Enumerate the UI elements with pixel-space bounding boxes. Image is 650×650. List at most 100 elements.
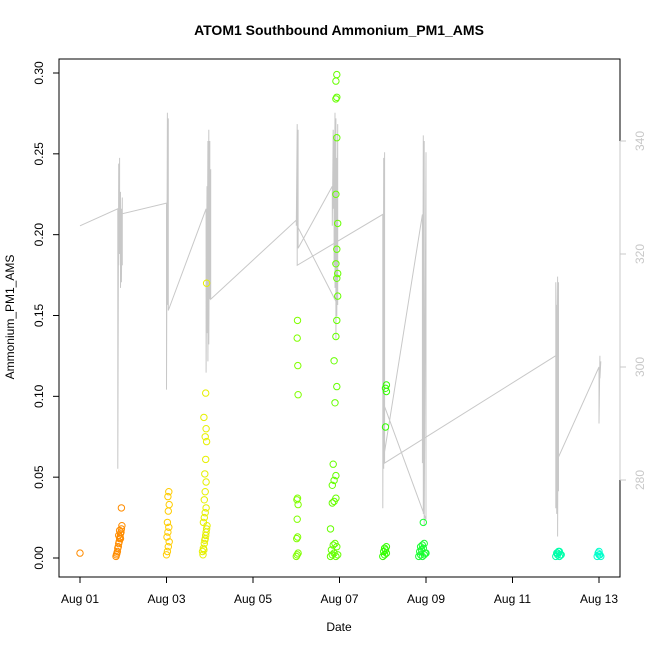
data-point (332, 332, 340, 341)
x-axis-label: Date (326, 620, 352, 634)
data-point (117, 525, 126, 533)
data-point (416, 551, 425, 559)
data-point (294, 549, 302, 557)
data-point (327, 546, 336, 554)
data-point (328, 499, 336, 507)
y-tick-label: 0.10 (32, 384, 46, 408)
data-point (202, 478, 210, 486)
data-point (333, 382, 341, 391)
data-point (113, 547, 122, 556)
data-point (293, 316, 302, 325)
data-point (163, 518, 172, 527)
data-point (419, 518, 427, 527)
data-point (418, 541, 427, 549)
data-point (293, 515, 301, 523)
data-point (202, 279, 211, 287)
data-point (415, 552, 423, 561)
gray-series-line (79, 112, 602, 537)
x-tick-label: Aug 01 (61, 592, 99, 606)
data-point (201, 470, 209, 478)
data-point (333, 274, 341, 282)
data-point (332, 95, 340, 103)
data-point (381, 546, 390, 554)
data-point (165, 523, 173, 531)
point-layer (76, 70, 605, 561)
data-point (381, 423, 390, 431)
data-point (555, 547, 564, 556)
y-axis-right: 280 300 320 340 (619, 131, 647, 490)
x-tick-label: Aug 05 (234, 592, 272, 606)
data-point (202, 389, 210, 397)
data-point (382, 543, 391, 551)
y-tick-label: 0.25 (32, 142, 46, 166)
y-axis-left: 0.00 0.05 0.10 0.15 0.20 0.25 0.30 (32, 61, 60, 570)
data-point (114, 543, 123, 551)
data-point (164, 543, 173, 551)
data-point (328, 551, 336, 559)
data-point (163, 547, 172, 556)
data-point (293, 533, 302, 541)
y2-tick-label: 300 (633, 357, 647, 377)
data-point (117, 504, 126, 512)
data-point (165, 500, 173, 509)
data-point (332, 494, 340, 502)
data-point (165, 538, 173, 546)
data-point (334, 219, 342, 228)
data-point (163, 533, 171, 541)
data-point (330, 357, 338, 365)
data-point (200, 413, 208, 422)
data-point (421, 549, 429, 557)
data-point (294, 391, 302, 399)
data-point (112, 551, 121, 559)
data-point (420, 539, 428, 548)
data-point (595, 547, 603, 556)
data-point (333, 134, 341, 142)
data-point (332, 260, 340, 268)
data-point (334, 551, 342, 559)
data-point (162, 551, 171, 559)
y-tick-label: 0.20 (32, 223, 46, 247)
data-point (201, 488, 209, 496)
data-point (202, 437, 211, 446)
data-point (329, 541, 337, 549)
x-tick-label: Aug 13 (580, 592, 618, 606)
data-point (333, 316, 341, 325)
data-point (331, 399, 339, 407)
data-point (333, 93, 341, 102)
data-point (294, 361, 302, 370)
data-point (382, 381, 391, 389)
data-point (333, 543, 341, 551)
x-tick-label: Aug 09 (407, 592, 445, 606)
data-point (201, 509, 209, 517)
x-tick-label: Aug 11 (494, 592, 531, 606)
data-point (334, 269, 342, 278)
y-tick-label: 0.15 (32, 303, 46, 327)
data-point (202, 525, 211, 533)
data-point (76, 549, 84, 557)
data-point (201, 433, 209, 441)
data-point (293, 494, 302, 502)
gray-line-layer (79, 112, 602, 537)
x-tick-label: Aug 07 (320, 592, 358, 606)
data-point (333, 70, 341, 79)
data-point (293, 534, 301, 543)
data-point (329, 460, 337, 468)
data-point (202, 455, 210, 464)
data-point (332, 190, 340, 199)
x-tick-label: Aug 03 (147, 592, 185, 606)
data-point (334, 292, 342, 300)
data-point (200, 513, 209, 522)
data-point (199, 518, 208, 527)
data-point (330, 476, 338, 485)
data-point (332, 471, 340, 480)
data-point (596, 551, 604, 559)
y-tick-label: 0.00 (32, 546, 46, 570)
data-point (116, 534, 125, 543)
data-point (202, 504, 210, 512)
data-point (164, 528, 172, 536)
data-point (333, 245, 341, 253)
data-point (118, 522, 126, 530)
data-point (380, 544, 389, 552)
data-point (553, 549, 562, 557)
